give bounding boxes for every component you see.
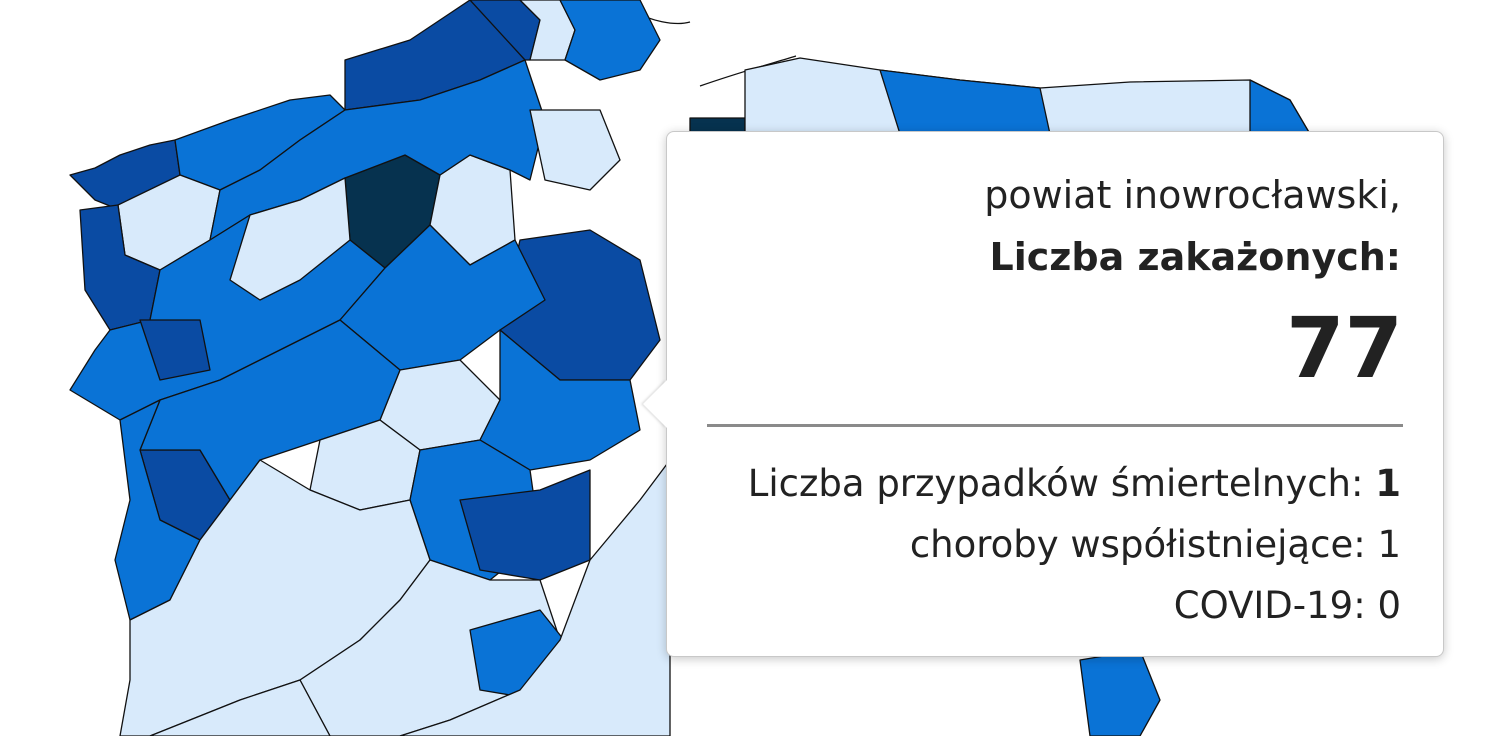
district-region-gdansk-area[interactable] [559, 0, 661, 81]
district-region-torun[interactable] [529, 109, 621, 191]
district-name: powiat inowrocławski, [984, 173, 1401, 217]
covid-value: 0 [1377, 584, 1401, 627]
tooltip-pointer [643, 380, 667, 428]
infected-label: Liczba zakażonych: [989, 235, 1401, 279]
comorbidities-label: choroby współistniejące: [909, 523, 1366, 566]
district-tooltip: powiat inowrocławski, Liczba zakażonych:… [643, 131, 1444, 657]
deaths-label: Liczba przypadków śmiertelnych: [747, 462, 1364, 505]
district-region-south-east[interactable] [1079, 649, 1161, 736]
comorbidities-stat: choroby współistniejące: 1 [910, 521, 1401, 569]
district-region-east[interactable] [399, 459, 671, 736]
deaths-stat: Liczba przypadków śmiertelnych: 1 [748, 460, 1401, 508]
district-region-lodz-north[interactable] [479, 329, 641, 471]
district-region-mazury-north[interactable] [879, 69, 1051, 135]
comorbidities-value: 1 [1377, 523, 1401, 566]
district-region-plock[interactable] [139, 319, 211, 381]
deaths-value: 1 [1375, 462, 1401, 505]
district-region-wielkopolska-north[interactable] [229, 177, 351, 301]
covid-stat: COVID-19: 0 [1174, 582, 1401, 630]
tooltip-divider [707, 424, 1403, 427]
infected-value: 77 [1286, 299, 1403, 397]
district-region-south[interactable] [149, 679, 331, 736]
covid-label: COVID-19: [1173, 584, 1366, 627]
district-region-podlasie-north[interactable] [1249, 79, 1311, 135]
